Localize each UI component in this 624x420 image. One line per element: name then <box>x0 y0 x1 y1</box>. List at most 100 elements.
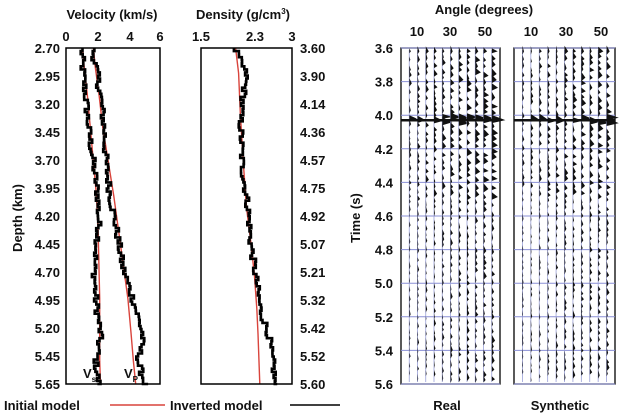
gather-y-axis-label: Time (s) <box>348 193 363 243</box>
gather-x-tick: 10 <box>410 24 424 39</box>
gather-wiggle <box>606 327 610 334</box>
velocity-y-tick: 3.20 <box>35 97 60 112</box>
gather-wiggle <box>581 120 584 131</box>
gather-wiggle <box>530 71 533 79</box>
gather-wiggle <box>434 329 436 336</box>
velocity-y-tick: 3.70 <box>35 153 60 168</box>
gather-wiggle <box>450 370 453 377</box>
gather-wiggle <box>475 108 479 114</box>
gather-wiggle <box>491 91 496 102</box>
gather-wiggle <box>434 136 437 145</box>
gather-wiggle <box>547 138 550 145</box>
gather-wiggle <box>581 190 585 196</box>
gather-wiggle <box>442 332 445 341</box>
gather-wiggle <box>522 351 524 361</box>
gather-wiggle <box>522 166 524 173</box>
gather-wiggle <box>598 361 600 370</box>
gather-wiggle <box>572 186 577 196</box>
gather-wiggle <box>450 163 454 173</box>
gather-wiggle <box>475 166 481 175</box>
gather-wiggle <box>581 80 586 86</box>
gather-wiggle <box>442 233 445 243</box>
gather-wiggle <box>581 71 586 82</box>
gather-wiggle <box>572 66 576 75</box>
gather-wiggle <box>530 215 532 222</box>
gather-wiggle <box>581 131 586 137</box>
gather-x-tick: 50 <box>594 24 608 39</box>
gather-wiggle <box>539 224 541 235</box>
gather-wiggle <box>458 183 463 190</box>
gather-wiggle <box>458 136 462 142</box>
gather-wiggle <box>409 78 412 87</box>
gather-wiggle <box>556 96 559 102</box>
gather-wiggle <box>564 350 566 358</box>
gather-x-tick: 30 <box>443 24 457 39</box>
gather-wiggle <box>450 229 453 236</box>
gather-wiggle <box>425 143 428 151</box>
gather-wiggle <box>475 266 478 273</box>
gather-wiggle <box>417 245 419 254</box>
gather-panel-real <box>400 45 506 385</box>
gather-wiggle <box>442 47 445 54</box>
gather-wiggle <box>589 215 591 224</box>
gather-wiggle <box>598 209 601 215</box>
gather-wiggle <box>572 124 575 134</box>
gather-wiggle <box>581 274 583 280</box>
gather-wiggle <box>458 261 461 267</box>
velocity-x-tick: 2 <box>94 29 101 44</box>
velocity-title: Velocity (km/s) <box>66 7 157 22</box>
gather-wiggle <box>450 63 454 72</box>
gather-wiggle <box>606 361 610 372</box>
gather-wiggle <box>491 103 498 109</box>
gather-wiggle <box>434 144 437 153</box>
gather-wiggle <box>467 273 469 281</box>
gather-wiggle <box>434 318 436 327</box>
gather-wiggle <box>425 136 429 144</box>
gather-wiggle <box>539 347 541 353</box>
gather-wiggle <box>409 338 410 348</box>
gather-wiggle <box>547 303 550 310</box>
gather-wiggle <box>467 372 470 382</box>
gather-wiggle <box>434 126 438 132</box>
gather-wiggle <box>598 275 600 282</box>
gather-wiggle <box>434 69 438 77</box>
gather-wiggle <box>539 235 541 241</box>
gather-wiggle <box>556 208 558 217</box>
gather-wiggle <box>491 341 494 350</box>
gather-wiggle <box>572 266 575 276</box>
gather-wiggle <box>547 99 550 109</box>
gather-wiggle <box>417 46 420 55</box>
gather-wiggle <box>491 202 494 208</box>
gather-wiggle <box>581 354 584 362</box>
gather-wiggle <box>564 125 567 132</box>
gather-wiggle <box>475 143 479 149</box>
gather-wiggle <box>467 347 470 356</box>
gather-wiggle <box>522 196 524 202</box>
gather-wiggle <box>530 152 534 162</box>
gather-wiggle <box>572 342 576 352</box>
gather-wiggle <box>442 366 444 374</box>
gather-wiggle <box>425 78 429 85</box>
gather-wiggle <box>442 372 444 382</box>
gather-wiggle <box>522 271 524 279</box>
gather-wiggle <box>522 310 523 317</box>
gather-wiggle <box>409 56 411 62</box>
gather-wiggle <box>522 54 524 63</box>
gather-wiggle <box>483 47 488 54</box>
gather-wiggle <box>425 52 428 62</box>
gather-wiggle <box>547 63 551 69</box>
gather-wiggle <box>442 229 445 237</box>
gather-wiggle <box>589 161 594 168</box>
gather-wiggle <box>475 296 477 305</box>
gather-wiggle <box>598 214 601 223</box>
velocity-y-tick: 4.20 <box>35 209 60 224</box>
gather-wiggle <box>483 302 487 308</box>
gather-wiggle <box>483 91 490 98</box>
gather-wiggle <box>434 203 436 209</box>
gather-wiggle <box>547 169 551 179</box>
gather-wiggle <box>434 181 436 190</box>
gather-wiggle <box>442 314 444 320</box>
gather-wiggle <box>564 289 566 297</box>
gather-wiggle <box>547 362 550 373</box>
